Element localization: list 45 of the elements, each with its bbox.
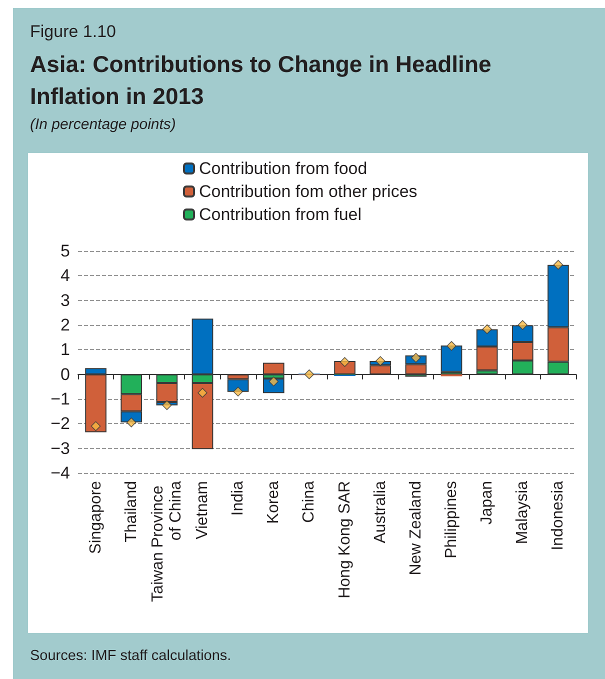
y-tick-label: −2 [50,414,70,434]
point [233,386,243,396]
y-tick-label: 5 [60,242,70,260]
source-note: Sources: IMF staff calculations. [30,648,232,664]
y-tick-label: −4 [50,464,70,482]
bar [440,345,462,372]
chart-title: Asia: Contributions to Change in Headline Inflation in 2013 [30,50,492,111]
point [198,388,208,398]
y-tick-label: 0 [60,364,70,384]
y-tick-label: 3 [60,290,70,310]
x-tick-label: Japan [478,481,496,525]
point [482,324,492,334]
x-tick-label: Indonesia [550,480,567,550]
point [411,352,421,363]
point [340,357,350,367]
chart-subtitle: (In percentage points) [30,116,176,133]
x-tick-label: Philippines [443,481,460,558]
x-tick-label: Vietnam [194,481,211,540]
legend-label: Contribution from food [199,159,368,178]
y-tick-label: −3 [50,438,70,458]
legend-label: Contribution fom other prices [199,182,418,201]
x-tick-label: Singapore [87,480,104,554]
caption: Figure 1.10 [30,22,116,42]
x-tick-label: India [230,480,247,516]
point [553,260,564,270]
x-tick-label: China [300,480,318,523]
x-tick-label: Hong Kong SAR [336,481,354,598]
x-tick-label: Taiwan Province of China [149,480,184,602]
y-tick-label: 4 [60,266,70,286]
point [375,356,386,366]
x-tick-label: Australia [372,480,389,544]
y-tick-label: −1 [50,390,70,408]
point [518,320,528,330]
x-tick-label: Thailand [122,481,140,542]
legend-label: Contribution from fuel [199,205,362,224]
point [446,341,456,351]
x-tick-label: Malaysia [514,480,532,544]
y-tick-label: 2 [60,316,70,334]
x-tick-label: New Zealand [407,481,424,576]
y-tick-label: 1 [60,340,70,360]
point [162,400,172,410]
point [90,421,101,432]
point [126,418,136,428]
x-tick-label: Korea [265,480,282,524]
point [304,369,314,380]
